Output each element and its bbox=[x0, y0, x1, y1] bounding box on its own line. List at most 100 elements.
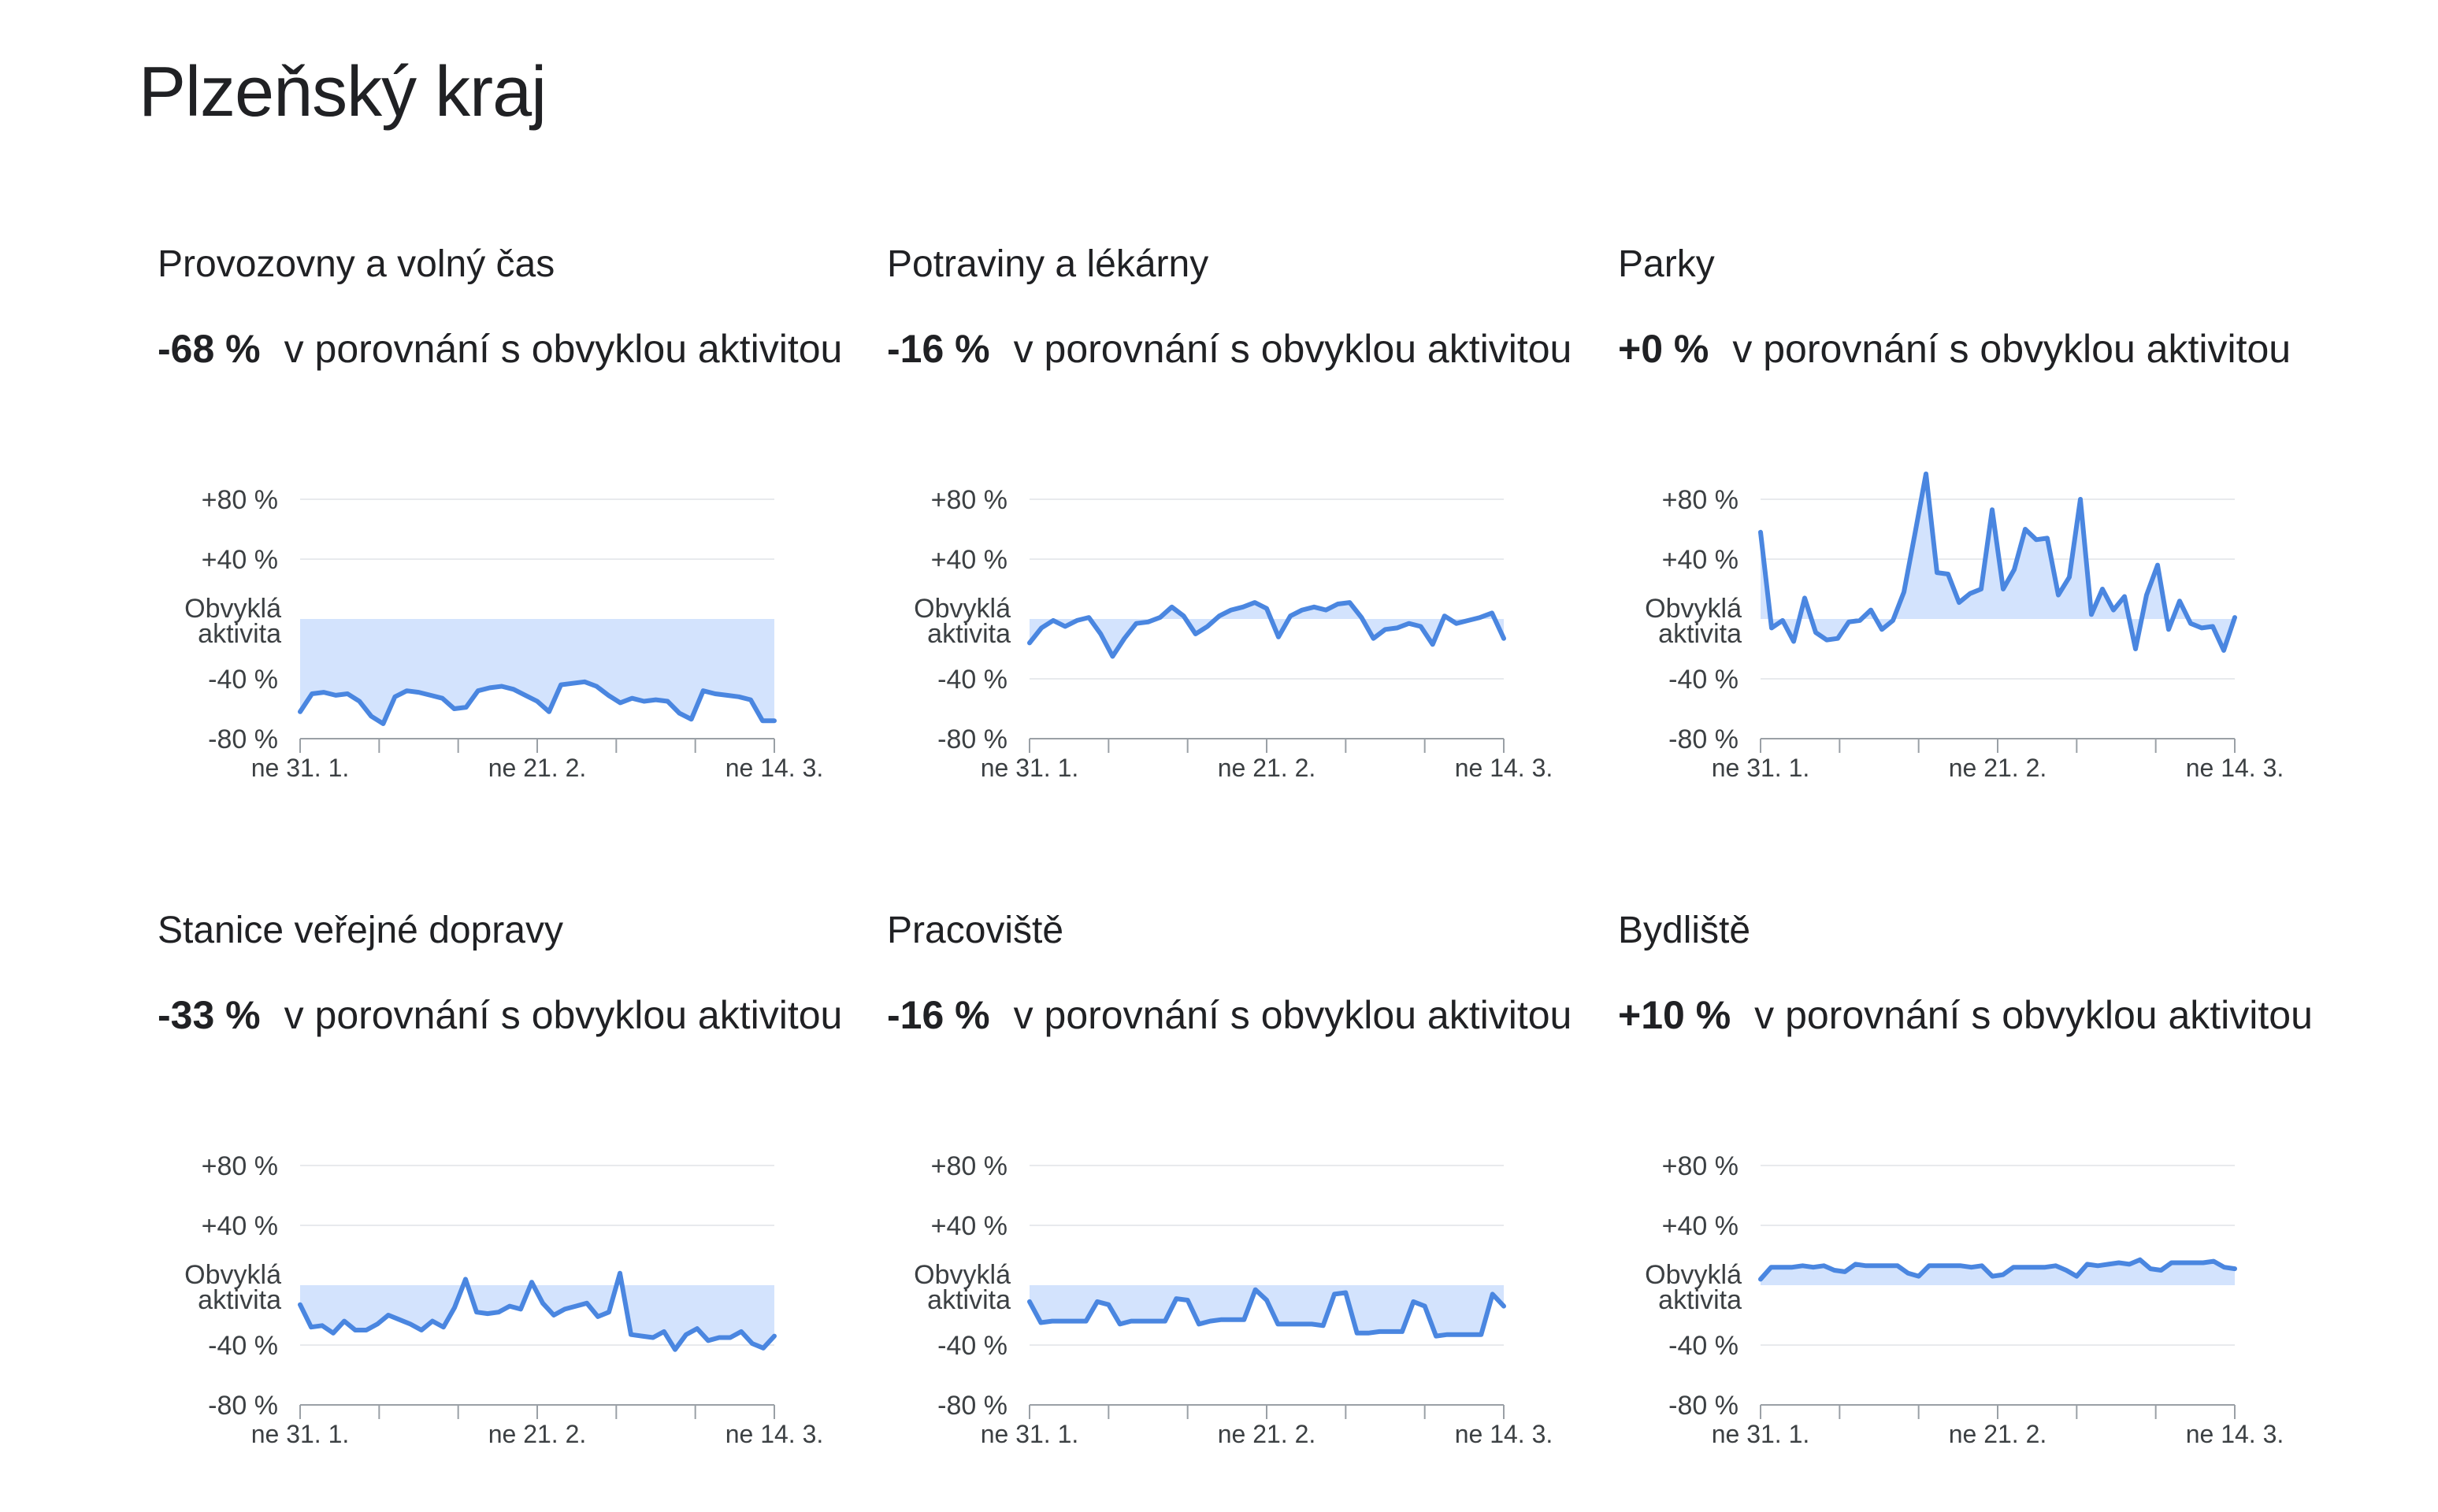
x-tick-label: ne 14. 3. bbox=[725, 754, 824, 782]
change-percent: -33 % bbox=[158, 993, 261, 1037]
x-tick-label: ne 21. 2. bbox=[488, 1420, 587, 1448]
change-summary: +0 % v porovnání s obvyklou aktivitou bbox=[1618, 326, 2291, 372]
x-tick-label: ne 14. 3. bbox=[725, 1420, 824, 1448]
change-summary: -16 % v porovnání s obvyklou aktivitou bbox=[887, 326, 1572, 372]
y-tick-label-baseline: aktivita bbox=[198, 619, 281, 649]
x-tick-label: ne 21. 2. bbox=[1949, 1420, 2047, 1448]
y-tick-label-baseline: Obvyklá bbox=[914, 594, 1011, 624]
x-tick-label: ne 14. 3. bbox=[1455, 754, 1553, 782]
mobility-chart-panel: Pracoviště -16 % v porovnání s obvyklou ak… bbox=[868, 895, 1577, 1462]
x-tick-label: ne 14. 3. bbox=[2186, 754, 2284, 782]
change-summary: -68 % v porovnání s obvyklou aktivitou bbox=[158, 326, 842, 372]
chart-title: Stanice veřejné dopravy bbox=[158, 910, 563, 951]
y-tick-label-baseline: aktivita bbox=[1658, 1285, 1742, 1315]
y-tick-label-baseline: Obvyklá bbox=[184, 594, 281, 624]
page-title: Plzeňský kraj bbox=[139, 53, 547, 132]
chart-title: Parky bbox=[1618, 243, 1715, 285]
series-line bbox=[298, 679, 777, 726]
y-tick-label: -40 % bbox=[208, 665, 278, 695]
y-tick-label-baseline: aktivita bbox=[1658, 619, 1742, 649]
x-tick-label: ne 31. 1. bbox=[981, 754, 1079, 782]
y-tick-label-baseline: Obvyklá bbox=[184, 1260, 281, 1290]
change-summary: +10 % v porovnání s obvyklou aktivitou bbox=[1618, 992, 2313, 1038]
x-tick-label: ne 31. 1. bbox=[1712, 1420, 1810, 1448]
x-tick-label: ne 31. 1. bbox=[1712, 754, 1810, 782]
series-line bbox=[1027, 1287, 1506, 1339]
y-tick-label: +80 % bbox=[931, 485, 1007, 515]
chart-title: Provozovny a volný čas bbox=[158, 243, 555, 285]
change-summary: -33 % v porovnání s obvyklou aktivitou bbox=[158, 992, 842, 1038]
change-percent: -16 % bbox=[887, 993, 990, 1037]
chart-title: Bydliště bbox=[1618, 910, 1751, 951]
mobility-chart-panel: Potraviny a lékárny -16 % v porovnání s ob… bbox=[868, 228, 1577, 795]
y-tick-label: +40 % bbox=[1662, 545, 1739, 575]
series-line bbox=[298, 1270, 777, 1352]
y-tick-label: -40 % bbox=[937, 665, 1007, 695]
series-line bbox=[1758, 1257, 2237, 1282]
baseline-deviation-area bbox=[300, 619, 774, 724]
x-tick-label: ne 31. 1. bbox=[981, 1420, 1079, 1448]
change-percent: -68 % bbox=[158, 327, 261, 371]
x-tick-label: ne 31. 1. bbox=[251, 754, 350, 782]
y-tick-label: +40 % bbox=[1662, 1211, 1739, 1241]
y-tick-label-baseline: aktivita bbox=[927, 619, 1011, 649]
comparison-text: v porovnání s obvyklou aktivitou bbox=[1013, 327, 1572, 371]
y-tick-label-baseline: Obvyklá bbox=[1645, 594, 1742, 624]
chart-title: Pracoviště bbox=[887, 910, 1064, 951]
y-tick-label-baseline: Obvyklá bbox=[1645, 1260, 1742, 1290]
change-percent: +10 % bbox=[1618, 993, 1731, 1037]
y-tick-label: +40 % bbox=[931, 545, 1007, 575]
x-tick-label: ne 14. 3. bbox=[1455, 1420, 1553, 1448]
x-tick-label: ne 21. 2. bbox=[1949, 754, 2047, 782]
y-tick-label: -80 % bbox=[208, 1391, 278, 1421]
y-tick-label: +80 % bbox=[202, 1151, 278, 1181]
y-tick-label: -40 % bbox=[208, 1331, 278, 1361]
x-tick-label: ne 21. 2. bbox=[488, 754, 587, 782]
y-tick-label: +80 % bbox=[931, 1151, 1007, 1181]
baseline-deviation-area bbox=[300, 1273, 774, 1350]
chart-title: Potraviny a lékárny bbox=[887, 243, 1209, 285]
y-tick-label: +40 % bbox=[202, 545, 278, 575]
x-tick-label: ne 21. 2. bbox=[1218, 754, 1316, 782]
y-tick-label: +40 % bbox=[202, 1211, 278, 1241]
mobility-chart-panel: Stanice veřejné dopravy -33 % v porovnání … bbox=[139, 895, 848, 1462]
comparison-text: v porovnání s obvyklou aktivitou bbox=[284, 993, 843, 1037]
comparison-text: v porovnání s obvyklou aktivitou bbox=[1013, 993, 1572, 1037]
y-tick-label-baseline: aktivita bbox=[927, 1285, 1011, 1315]
y-tick-label: -80 % bbox=[1668, 1391, 1739, 1421]
x-tick-label: ne 21. 2. bbox=[1218, 1420, 1316, 1448]
y-tick-label: -80 % bbox=[937, 724, 1007, 754]
y-tick-label-baseline: Obvyklá bbox=[914, 1260, 1011, 1290]
y-tick-label-baseline: aktivita bbox=[198, 1285, 281, 1315]
comparison-text: v porovnání s obvyklou aktivitou bbox=[1754, 993, 2313, 1037]
y-tick-label: +40 % bbox=[931, 1211, 1007, 1241]
mobility-chart-panel: Parky +0 % v porovnání s obvyklou aktivito… bbox=[1599, 228, 2308, 795]
mobility-chart-panel: Provozovny a volný čas -68 % v porovnání s… bbox=[139, 228, 848, 795]
baseline-deviation-area bbox=[1761, 1259, 2235, 1285]
y-tick-label: -40 % bbox=[1668, 1331, 1739, 1361]
baseline-deviation-area bbox=[1030, 1285, 1504, 1336]
y-tick-label: -40 % bbox=[1668, 665, 1739, 695]
y-tick-label: +80 % bbox=[1662, 485, 1739, 515]
comparison-text: v porovnání s obvyklou aktivitou bbox=[1732, 327, 2291, 371]
y-tick-label: -80 % bbox=[937, 1391, 1007, 1421]
y-tick-label: +80 % bbox=[202, 485, 278, 515]
y-tick-label: -40 % bbox=[937, 1331, 1007, 1361]
x-tick-label: ne 31. 1. bbox=[251, 1420, 350, 1448]
x-tick-label: ne 14. 3. bbox=[2186, 1420, 2284, 1448]
y-tick-label: -80 % bbox=[1668, 724, 1739, 754]
change-percent: -16 % bbox=[887, 327, 990, 371]
y-tick-label: -80 % bbox=[208, 724, 278, 754]
change-summary: -16 % v porovnání s obvyklou aktivitou bbox=[887, 992, 1572, 1038]
series-line bbox=[1758, 471, 2237, 653]
comparison-text: v porovnání s obvyklou aktivitou bbox=[284, 327, 843, 371]
series-line bbox=[1027, 600, 1506, 659]
mobility-chart-panel: Bydliště +10 % v porovnání s obvyklou akti… bbox=[1599, 895, 2313, 1462]
y-tick-label: +80 % bbox=[1662, 1151, 1739, 1181]
